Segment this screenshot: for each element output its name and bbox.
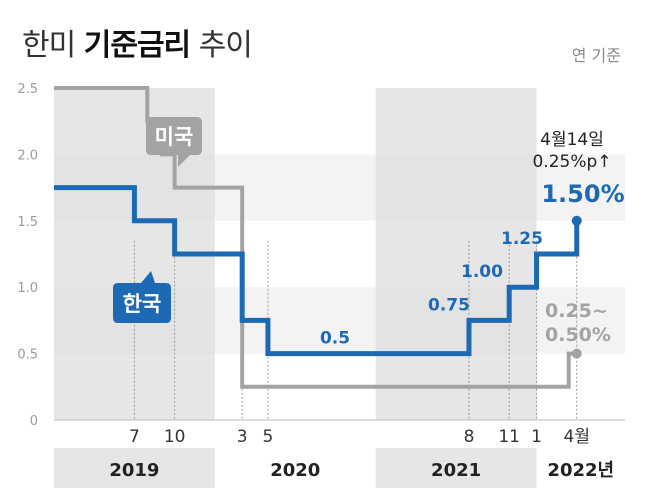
korea-series-tag-label: 한국 [123, 292, 162, 316]
year-label: 2021 [431, 460, 481, 481]
us-series-tag: 미국 [146, 117, 202, 167]
title-prefix: 한미 [22, 28, 76, 63]
y-tick-label: 2.0 [17, 148, 38, 163]
us-series-tag-shape [146, 117, 202, 167]
month-tick-label: 11 [498, 427, 520, 447]
title-suffix: 추이 [198, 28, 253, 63]
page-title: 한미 기준금리 추이 [22, 20, 253, 64]
step-value-label: 0.75 [428, 295, 470, 315]
month-tick-label: 7 [129, 427, 140, 447]
year-label: 2020 [270, 460, 320, 481]
annotation-date: 4월14일 [540, 130, 604, 150]
korea-end-label: 1.50% [541, 180, 624, 208]
y-tick-label: 2.5 [17, 82, 38, 97]
month-tick-label: 1 [531, 427, 542, 447]
month-tick-label: 3 [237, 427, 248, 447]
year-shade-2021 [375, 88, 537, 420]
month-tick-label: 10 [164, 427, 186, 447]
year-label-shade [375, 448, 537, 488]
month-tick-label: 8 [464, 427, 475, 447]
step-value-label: 1.25 [501, 229, 543, 249]
unit-note: 연 기준 [571, 46, 621, 65]
korea-series-tag-tail [141, 271, 155, 283]
us-end-label-2: 0.50% [545, 324, 611, 346]
year-label-shade [54, 448, 215, 488]
y-tick-label: 0 [30, 414, 38, 429]
annotation-change: 0.25%p↑ [532, 152, 611, 172]
korea-rate-line [54, 185, 580, 357]
korea-series-tag: 한국 [113, 271, 171, 323]
korea-series-tag-shape [113, 283, 171, 323]
us-rate-line [54, 86, 577, 389]
step-value-label: 1.00 [461, 262, 503, 282]
y-tick-label: 1.0 [17, 281, 38, 296]
korea-end-dot [571, 215, 582, 226]
us-series-tag-label: 미국 [155, 125, 194, 149]
month-tick-label: 4월 [564, 427, 590, 447]
us-end-label-1: 0.25~ [545, 300, 608, 322]
us-end-dot [571, 348, 582, 359]
y-tick-label: 1.5 [17, 215, 38, 230]
month-tick-label: 5 [263, 427, 274, 447]
year-label: 2022년 [547, 460, 614, 481]
year-label: 2019 [109, 460, 159, 481]
title-bold: 기준금리 [83, 28, 191, 63]
y-tick-label: 0.5 [17, 348, 38, 363]
step-value-label: 0.5 [320, 329, 350, 349]
